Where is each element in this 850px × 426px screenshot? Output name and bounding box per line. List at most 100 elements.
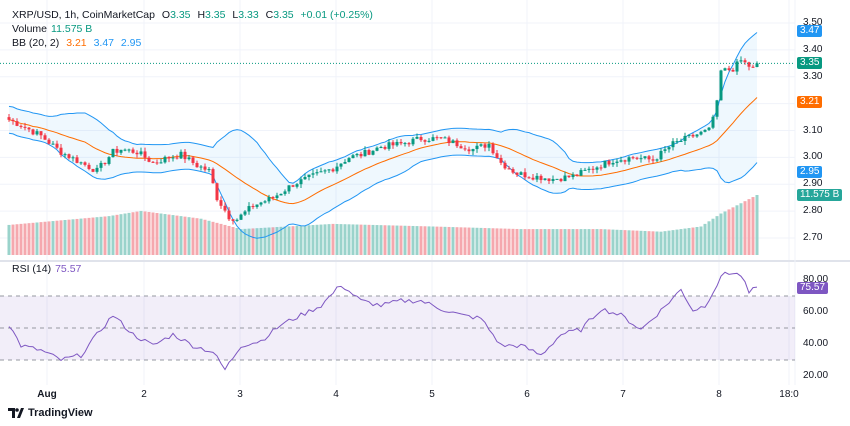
volume-bar: [623, 230, 627, 255]
volume-bar: [595, 229, 599, 255]
volume-bar: [459, 227, 463, 255]
candle-body: [143, 151, 147, 158]
volume-bar: [707, 221, 711, 255]
candle-body: [47, 139, 51, 144]
candle-body: [435, 137, 439, 139]
volume-bar: [167, 214, 171, 255]
candle-body: [611, 162, 615, 165]
candle-body: [547, 178, 551, 181]
candle-body: [407, 143, 411, 145]
candle-body: [499, 157, 503, 163]
candle-body: [671, 141, 675, 148]
price-axis-label: 3.10: [803, 124, 823, 136]
volume-bar: [307, 225, 311, 255]
volume-bar: [311, 225, 315, 255]
volume-bar: [203, 219, 207, 255]
volume-bar: [419, 226, 423, 255]
candle-body: [603, 160, 607, 168]
volume-bar: [11, 224, 15, 255]
candle-body: [507, 168, 511, 170]
candle-body: [103, 162, 107, 164]
candle-body: [131, 149, 135, 153]
volume-bar: [559, 229, 563, 255]
rsi-axis-label: 40.00: [803, 338, 829, 349]
candle-body: [39, 131, 43, 136]
candle-body: [339, 163, 343, 167]
candle-body: [663, 149, 667, 151]
volume-bar: [463, 227, 467, 255]
candle-body: [559, 178, 563, 182]
candle-body: [655, 159, 659, 161]
candle-body: [71, 157, 75, 159]
volume-bar: [643, 230, 647, 255]
volume-bar: [627, 230, 631, 255]
candle-body: [215, 183, 219, 201]
candle-body: [439, 137, 443, 139]
volume-bar: [367, 224, 371, 255]
candle-body: [431, 137, 435, 141]
rsi-band: [0, 296, 795, 360]
candle-body: [515, 172, 519, 175]
volume-tag: 11.575 B: [797, 189, 843, 201]
candle-body: [335, 166, 339, 172]
candle-body: [551, 179, 555, 181]
candle-body: [391, 142, 395, 146]
volume-bar: [583, 229, 587, 255]
candle-body: [23, 126, 27, 128]
volume-bar: [547, 229, 551, 255]
volume-bar: [39, 222, 43, 255]
tradingview-logo-icon: [8, 408, 24, 418]
rsi-line: [8, 271, 758, 371]
candle-body: [607, 160, 611, 165]
candle-body: [207, 169, 211, 171]
volume-bar: [439, 226, 443, 255]
volume-bar: [139, 210, 143, 255]
candle-body: [27, 127, 31, 130]
volume-bar: [7, 224, 11, 255]
price-axis-label: 2.90: [803, 178, 823, 190]
candle-body: [623, 160, 627, 162]
volume-bar: [747, 199, 751, 255]
candle-body: [319, 171, 323, 173]
volume-bar: [127, 212, 131, 255]
candle-body: [667, 147, 671, 150]
volume-bar: [103, 216, 107, 255]
candle-body: [511, 169, 515, 173]
volume-bar: [467, 227, 471, 255]
candle-body: [99, 162, 103, 168]
candle-body: [475, 145, 479, 150]
volume-bar: [115, 214, 119, 255]
volume-bar: [207, 220, 211, 255]
candle-body: [295, 184, 299, 187]
volume-bar: [71, 219, 75, 255]
candle-body: [715, 100, 719, 117]
candle-body: [483, 144, 487, 148]
volume-legend: Volume 11.575 B: [12, 23, 93, 35]
bb-lower-tag: 2.95: [797, 166, 823, 178]
volume-bar: [755, 195, 759, 255]
volume-bar: [267, 227, 271, 255]
volume-bar: [227, 225, 231, 255]
candle-body: [447, 137, 451, 144]
volume-bar: [247, 228, 251, 255]
volume-bar: [571, 229, 575, 255]
volume-bar: [67, 219, 71, 255]
tradingview-logo[interactable]: TradingView: [8, 407, 93, 419]
volume-bar: [19, 223, 23, 255]
volume-bar: [327, 224, 331, 255]
candle-body: [263, 201, 267, 203]
volume-bar: [99, 216, 103, 255]
rsi-axis-label: 20.00: [803, 370, 829, 381]
volume-bar: [679, 229, 683, 255]
candle-body: [247, 206, 251, 212]
candle-body: [487, 143, 491, 148]
candle-body: [15, 121, 19, 126]
volume-bar: [291, 226, 295, 255]
volume-bar: [531, 229, 535, 255]
volume-bar: [563, 229, 567, 255]
volume-bar: [495, 228, 499, 255]
candle-body: [271, 197, 275, 199]
candle-body: [379, 147, 383, 149]
